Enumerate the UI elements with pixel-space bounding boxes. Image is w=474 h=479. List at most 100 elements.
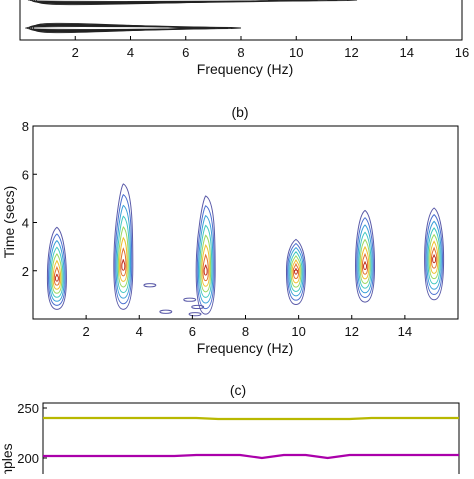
panel-a-frame [19,0,463,41]
b-x-tick-label: 12 [345,324,359,339]
b-contour-line [288,246,304,297]
b-contour-line [54,273,59,282]
a-contour-line [33,0,298,5]
panel-b-y-axis-label: Time (secs) [1,186,17,259]
a-x-tick-label: 4 [127,45,134,60]
b-contour-line [427,227,441,285]
b-minor-contour [143,283,157,288]
b-contour-line [50,246,64,298]
b-x-tick-label: 2 [83,324,90,339]
b-y-tick-label: 2 [22,264,29,279]
a-x-tick-label: 6 [182,45,189,60]
panel-c-title: (c) [230,382,246,398]
b-y-tick-label: 8 [22,119,29,134]
b-contour-line [113,183,134,310]
b-contour-line [290,255,302,288]
a-x-tick-label: 8 [237,45,244,60]
b-contour-line [121,259,126,271]
b-contour-line [430,246,438,269]
panel-c-lines [43,416,459,460]
a-contour-line [31,0,318,4]
b-y-tick-label: 4 [22,216,29,231]
c-y-tick-label: 200 [17,451,39,466]
b-contour-line [428,233,440,280]
a-x-tick-label: 2 [72,45,79,60]
panel-a: 2 4 6 8 10 12 14 16 Frequency (Hz) [19,0,469,77]
panel-c-y-ticks: 250 200 [17,401,47,466]
panel-b-x-axis-label: Frequency (Hz) [197,340,293,356]
panel-b-y-ticks: 2 4 6 8 [22,119,37,279]
b-contour-line [358,231,372,289]
b-x-tick-label: 8 [242,324,249,339]
b-contour-line [199,224,213,298]
b-contour-line [51,253,63,294]
b-contour-line [48,233,66,306]
a-contour-line [35,0,279,6]
a-x-tick-label: 16 [455,45,469,60]
a-contour-line [31,23,203,33]
b-contour-line [115,204,132,299]
b-contour-line [432,254,437,264]
b-contour-line [424,207,445,301]
b-contour-line [289,251,303,292]
b-minor-contour [159,309,173,314]
b-contour-line [355,209,376,303]
a-x-tick-label: 10 [289,45,303,60]
a-x-tick-label: 12 [344,45,358,60]
b-minor-contour [191,304,205,310]
b-contour-line [116,215,130,294]
panel-b-frame [32,125,459,320]
b-contour-line [46,226,67,310]
b-x-tick-label: 10 [291,324,305,339]
panel-c-y-axis-label: mples [0,443,15,474]
a-contour-line [33,22,190,34]
b-contour-line [196,205,215,310]
b-contour-line [202,253,209,282]
b-contour-line [293,268,298,275]
b-contour-line [361,252,369,275]
b-contour-line [285,238,306,306]
c-series-line [43,416,459,421]
b-contour-line [52,259,62,290]
b-x-tick-label: 6 [189,324,196,339]
panel-b-title: (b) [231,104,248,120]
b-contour-line [49,239,65,302]
b-contour-line [425,214,443,295]
panel-a-x-ticks: 2 4 6 8 10 12 14 16 [72,36,469,60]
b-contour-line [359,238,371,285]
b-contour-line [120,247,127,277]
panel-b: (b) 2 4 6 8 10 12 14 2 4 6 8 Frequency (Hz) Time … [1,104,459,356]
b-contour-line [195,195,216,315]
b-contour-line [117,226,129,288]
b-contour-line [119,236,128,282]
b-contour-line [203,264,208,276]
b-contour-line [426,220,442,290]
panel-a-contours [25,0,358,34]
b-contour-line [363,261,368,271]
b-minor-contour [183,297,197,302]
b-y-tick-label: 6 [22,167,29,182]
b-contour-line [292,262,300,279]
b-contour-line [429,240,439,274]
b-contour-line [287,242,305,301]
b-contour-line [356,217,374,298]
a-contour-line [25,26,242,30]
b-x-tick-label: 4 [136,324,143,339]
b-contour-line [201,244,210,287]
b-x-tick-label: 14 [398,324,412,339]
panel-b-x-ticks: 2 4 6 8 10 12 14 [83,315,412,339]
a-contour-line [28,24,216,32]
b-contour-line [53,265,61,286]
panel-b-contours [46,183,445,317]
a-contour-line [27,0,358,2]
b-contour-line [114,194,133,305]
b-contour-line [200,234,212,293]
panel-a-x-axis-label: Frequency (Hz) [197,61,293,77]
c-series-line [43,453,459,460]
panel-c-frame [42,402,460,479]
b-minor-contour [188,312,202,317]
b-contour-line [357,224,373,294]
b-contour-line [360,245,370,280]
b-contour-line [291,258,301,284]
